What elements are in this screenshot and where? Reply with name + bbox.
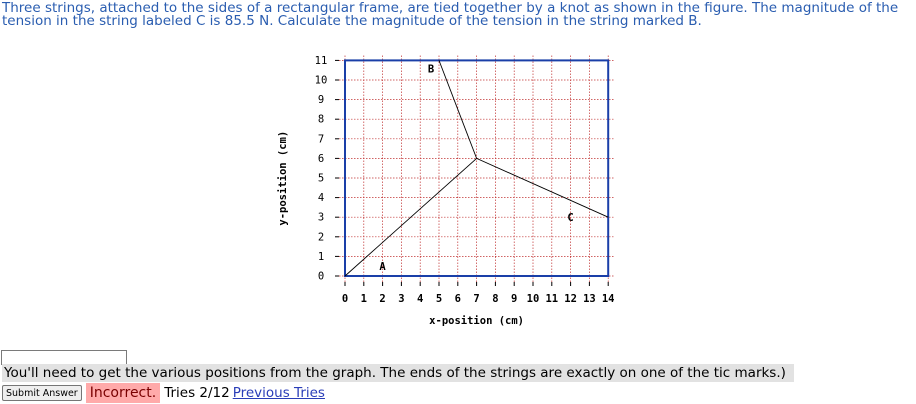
y-axis-label: y-position (cm) bbox=[277, 131, 289, 226]
x-tick-label: 10 bbox=[527, 293, 540, 305]
x-axis-label: x-position (cm) bbox=[429, 315, 524, 327]
x-tick-label: 2 bbox=[379, 293, 385, 305]
y-tick-label: 5 bbox=[318, 173, 324, 185]
y-tick-label: 4 bbox=[318, 192, 324, 204]
y-tick-label: 0 bbox=[318, 271, 324, 283]
y-tick-label: 6 bbox=[318, 153, 324, 165]
answer-input[interactable] bbox=[1, 350, 127, 365]
string-c bbox=[476, 157, 609, 218]
x-tick-label: 4 bbox=[417, 293, 423, 305]
y-tick-labels: 0 1 2 3 4 5 6 7 8 9 10 11 bbox=[315, 55, 328, 283]
tries-count: Tries 2/12 bbox=[164, 385, 230, 401]
y-tick-label: 3 bbox=[318, 212, 324, 224]
x-tick-label: 8 bbox=[492, 293, 498, 305]
string-labels: A B C bbox=[379, 63, 573, 273]
x-tick-label: 12 bbox=[564, 293, 577, 305]
string-a bbox=[344, 158, 477, 277]
strings bbox=[344, 60, 609, 277]
axis-ticks bbox=[335, 59, 609, 286]
string-label-a: A bbox=[379, 261, 386, 273]
x-tick-label: 6 bbox=[455, 293, 461, 305]
x-tick-label: 3 bbox=[398, 293, 404, 305]
previous-tries-link[interactable]: Previous Tries bbox=[232, 385, 325, 401]
x-tick-label: 1 bbox=[361, 293, 367, 305]
rectangular-frame bbox=[344, 59, 610, 278]
y-tick-label: 11 bbox=[315, 55, 328, 67]
hint-message: You'll need to get the various positions… bbox=[2, 364, 794, 382]
x-tick-label: 11 bbox=[545, 293, 558, 305]
status-badge: Incorrect. bbox=[85, 383, 161, 403]
x-tick-label: 7 bbox=[473, 293, 479, 305]
problem-statement: Three strings, attached to the sides of … bbox=[2, 0, 899, 29]
submit-row: Submit Answer Incorrect. Tries 2/12 Prev… bbox=[2, 383, 325, 403]
x-tick-labels: 0 1 2 3 4 5 6 7 8 9 10 11 12 13 14 bbox=[342, 293, 615, 305]
string-b bbox=[438, 60, 478, 159]
y-tick-label: 2 bbox=[318, 231, 324, 243]
x-tick-label: 9 bbox=[511, 293, 517, 305]
x-tick-label: 0 bbox=[342, 293, 348, 305]
y-tick-label: 7 bbox=[318, 133, 324, 145]
x-tick-label: 13 bbox=[583, 293, 596, 305]
submit-answer-button[interactable]: Submit Answer bbox=[2, 385, 82, 401]
string-label-c: C bbox=[567, 212, 573, 224]
x-tick-label: 5 bbox=[436, 293, 442, 305]
x-tick-label: 14 bbox=[602, 293, 615, 305]
y-tick-label: 8 bbox=[318, 114, 324, 126]
y-tick-label: 9 bbox=[318, 94, 324, 106]
string-label-b: B bbox=[428, 63, 434, 75]
grid-lines bbox=[339, 54, 615, 282]
y-tick-label: 10 bbox=[315, 75, 328, 87]
y-tick-label: 1 bbox=[318, 251, 324, 263]
